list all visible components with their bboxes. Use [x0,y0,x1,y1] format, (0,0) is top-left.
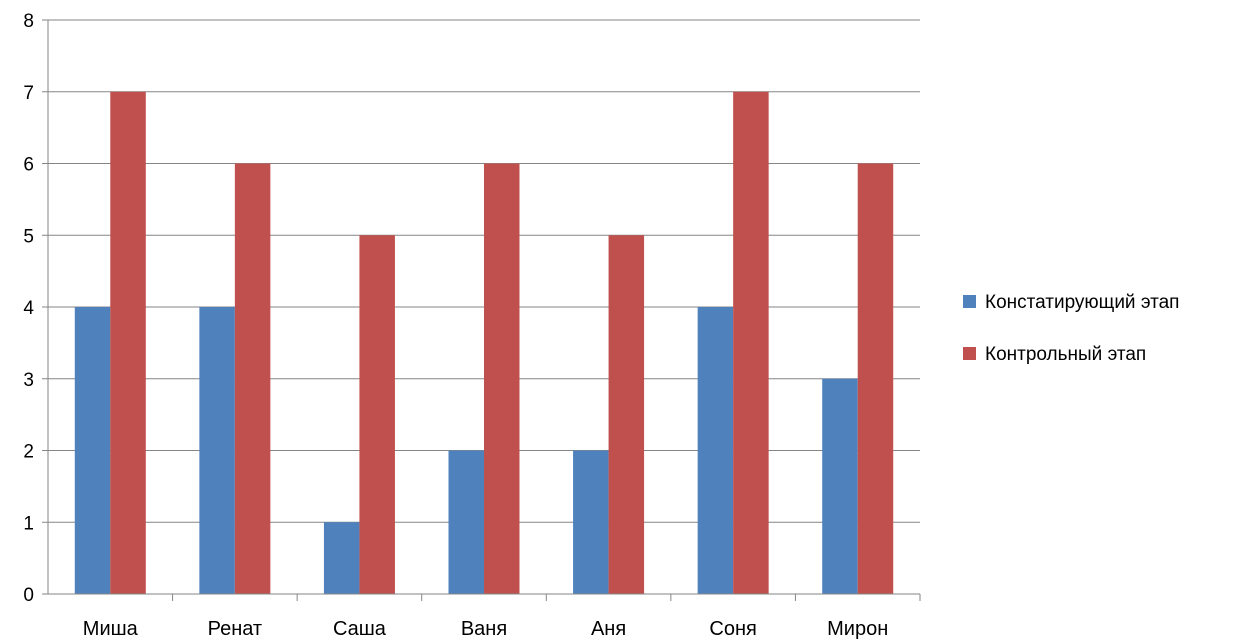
legend-swatch [963,347,976,360]
x-category-label: Аня [591,618,626,640]
y-tick-label: 1 [23,513,34,534]
bar-baseline-0 [74,307,111,594]
bar-control-4 [608,235,645,594]
x-axis-category-labels: Миша Ренат Саша Ваня Аня Соня Мирон [83,618,888,640]
y-tick-label: 8 [23,11,34,32]
y-tick-label: 7 [23,83,34,104]
x-category-label: Соня [709,618,756,640]
y-tick-label: 6 [23,155,34,176]
y-tick-label: 5 [23,226,34,247]
bar-control-5 [733,91,769,594]
y-tick-label: 3 [23,370,34,391]
x-category-label: Миша [83,618,139,640]
x-category-label: Ваня [461,618,507,640]
legend: Констатирующий этап Контрольный этап [963,292,1179,365]
bar-control-6 [857,163,894,594]
bar-control-0 [110,91,146,594]
bar-baseline-4 [573,450,609,594]
bars [74,91,894,594]
legend-swatch [963,295,976,308]
x-category-label: Саша [333,618,387,640]
bar-control-2 [359,235,395,594]
bar-baseline-2 [323,522,360,594]
y-tick-label: 2 [23,442,34,463]
bar-control-3 [484,163,520,594]
bar-baseline-1 [199,307,235,594]
x-category-label: Ренат [208,618,262,640]
bar-control-1 [234,163,271,594]
y-axis-tick-labels: 0 1 2 3 4 5 6 7 8 [23,11,34,606]
x-category-label: Мирон [827,618,888,640]
legend-label: Контрольный этап [985,344,1146,365]
axes [42,19,921,601]
y-tick-label: 4 [23,298,34,319]
bar-baseline-5 [697,307,734,594]
y-tick-label: 0 [23,585,34,606]
bar-baseline-6 [822,378,858,594]
legend-label: Констатирующий этап [985,292,1179,313]
bar-baseline-3 [448,450,484,594]
